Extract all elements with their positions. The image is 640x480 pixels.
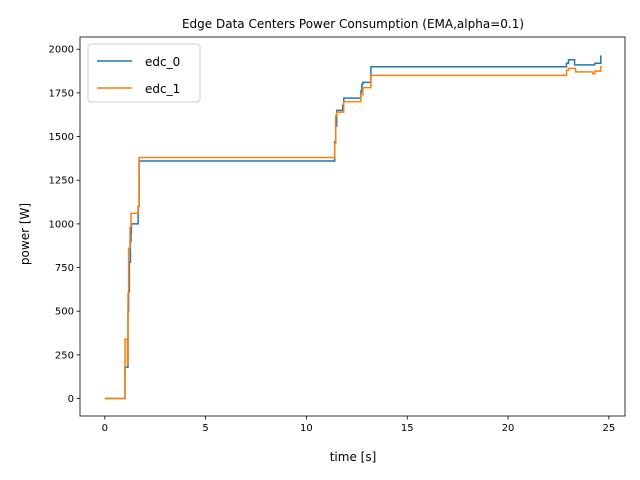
legend: edc_0 edc_1 (87, 43, 201, 103)
x-tick-label: 10 (300, 423, 313, 434)
y-tick-label: 750 (55, 263, 74, 274)
y-tick-label: 1750 (49, 88, 74, 99)
x-tick-label: 20 (502, 423, 515, 434)
legend-box (87, 43, 201, 103)
legend-label-edc_1: edc_1 (145, 82, 180, 96)
x-tick-label: 0 (102, 423, 108, 434)
y-tick-label: 0 (68, 394, 74, 405)
y-axis: 0 250 500 750 1000 1250 1500 1750 2000 (49, 45, 80, 405)
y-axis-label: power [W] (18, 203, 32, 265)
axes-frame (79, 36, 626, 417)
x-axis-label: time [s] (330, 450, 377, 464)
series-line-edc_1 (104, 65, 602, 400)
axes-border (79, 36, 626, 417)
x-axis: 0 5 10 15 20 25 (102, 416, 616, 434)
series-line-edc_0 (104, 55, 602, 400)
y-tick-label: 2000 (49, 45, 74, 56)
y-tick-label: 250 (55, 350, 74, 361)
series-layer (104, 55, 602, 400)
x-tick-label: 5 (202, 423, 208, 434)
y-tick-label: 1000 (49, 219, 74, 230)
y-tick-label: 1500 (49, 132, 74, 143)
legend-label-edc_0: edc_0 (145, 55, 180, 69)
y-tick-label: 500 (55, 307, 74, 318)
chart-title: Edge Data Centers Power Consumption (EMA… (182, 17, 524, 31)
x-tick-label: 25 (603, 423, 616, 434)
y-tick-label: 1250 (49, 176, 74, 187)
x-tick-label: 15 (401, 423, 414, 434)
